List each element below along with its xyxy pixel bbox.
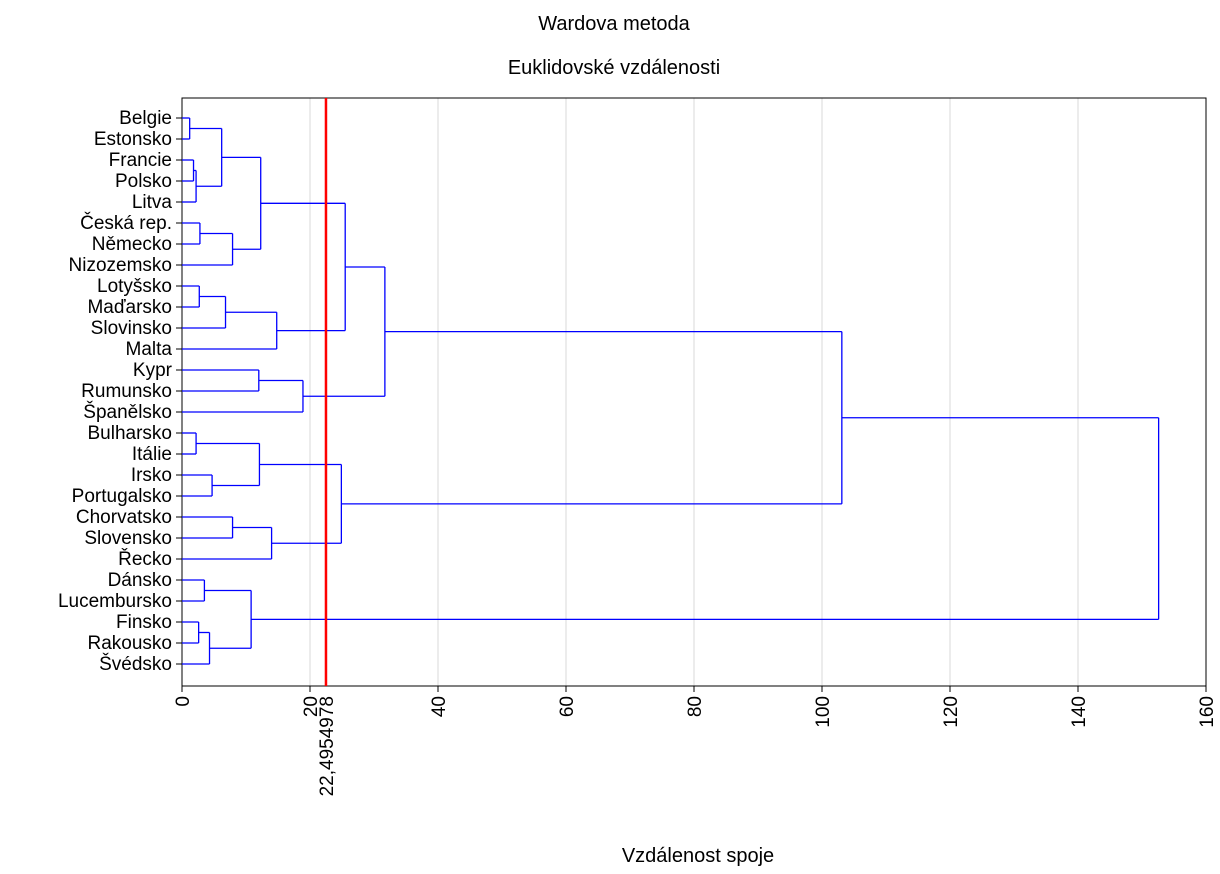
leaf-label: Maďarsko <box>87 297 172 318</box>
leaf-label: Lotyšsko <box>97 276 172 297</box>
x-tick-label: 140 <box>1069 696 1090 728</box>
leaf-label: Rumunsko <box>81 381 172 402</box>
leaf-label: Finsko <box>116 612 172 633</box>
leaf-label: Německo <box>92 234 172 255</box>
x-axis-ticks: 0 20 40 60 80 100 120 140 160 <box>173 686 1218 728</box>
x-axis-label: Vzdálenost spoje <box>622 845 774 867</box>
leaf-label: Malta <box>126 339 173 360</box>
leaf-label: Nizozemsko <box>69 255 172 276</box>
leaf-label: Chorvatsko <box>76 507 172 528</box>
leaf-label: Slovensko <box>84 528 172 549</box>
leaf-label: Francie <box>109 150 172 171</box>
x-tick-label: 80 <box>685 696 706 717</box>
cut-line-group: 22,4954978 <box>317 98 338 796</box>
leaf-label: Itálie <box>132 444 172 465</box>
dendrogram-links <box>182 117 1160 665</box>
x-tick-label: 160 <box>1197 696 1218 728</box>
leaf-label: Slovinsko <box>91 318 172 339</box>
chart-title: Wardova metoda <box>538 13 690 35</box>
leaf-label: Estonsko <box>94 129 172 150</box>
leaf-label: Bulharsko <box>88 423 173 444</box>
grid-lines <box>309 98 1079 686</box>
x-tick-label: 20 <box>301 696 322 717</box>
x-tick-label: 60 <box>557 696 578 717</box>
x-tick-label: 100 <box>813 696 834 728</box>
leaf-label: Litva <box>132 192 173 213</box>
x-tick-label: 40 <box>429 696 450 717</box>
x-tick-label: 120 <box>941 696 962 728</box>
chart-subtitle: Euklidovské vzdálenosti <box>508 57 720 79</box>
leaf-label: Belgie <box>119 108 172 129</box>
cut-line-label: 22,4954978 <box>317 696 338 796</box>
leaf-label: Polsko <box>115 171 172 192</box>
leaf-label: Rakousko <box>88 633 173 654</box>
x-tick-label: 0 <box>173 696 194 707</box>
leaf-label: Lucembursko <box>58 591 172 612</box>
leaf-label: Kypr <box>133 360 173 381</box>
leaf-label: Švédsko <box>99 653 172 675</box>
leaf-label: Dánsko <box>108 570 172 591</box>
leaf-label: Řecko <box>118 548 172 570</box>
leaf-label: Česká rep. <box>80 212 172 234</box>
leaf-label: Irsko <box>131 465 172 486</box>
leaf-label: Portugalsko <box>72 486 172 507</box>
leaf-label: Španělsko <box>83 401 172 423</box>
